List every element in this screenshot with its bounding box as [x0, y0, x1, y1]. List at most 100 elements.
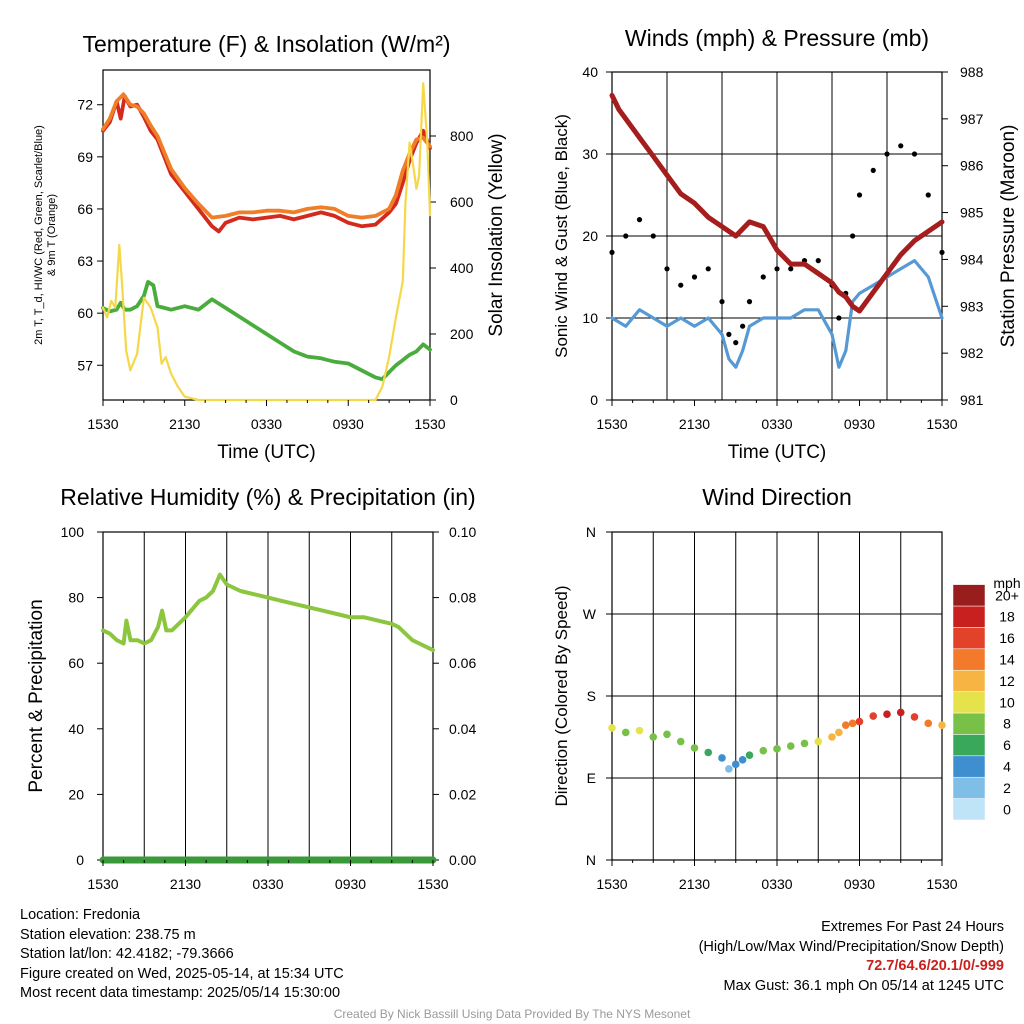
y-tick-label-left: S: [587, 688, 596, 704]
gust-point: [740, 323, 746, 329]
extremes-legend: (High/Low/Max Wind/Precipitation/Snow De…: [698, 938, 1004, 955]
y-tick-label-left: 60: [68, 655, 84, 671]
direction-point: [814, 737, 823, 746]
direction-point: [800, 739, 809, 748]
x-tick-label: 0930: [844, 416, 875, 432]
max-gust-text: Max Gust: 36.1 mph On 05/14 at 1245 UTC: [723, 977, 1004, 994]
y-tick-label-right: 0.04: [449, 721, 476, 737]
station-info: Location: Fredonia Station elevation: 23…: [20, 906, 344, 1004]
y-tick-label-left: 72: [77, 97, 93, 113]
direction-point: [745, 751, 754, 760]
colorbar-swatch: [952, 669, 986, 692]
y-tick-label-left: 57: [77, 357, 93, 373]
gust-point: [733, 340, 739, 346]
gust-point: [939, 249, 945, 255]
y-tick-label-right: 0: [450, 392, 458, 408]
y-tick-label-right: 981: [960, 392, 984, 408]
y-tick-label-left: 40: [68, 721, 84, 737]
y-tick-label-left: 0: [590, 392, 598, 408]
dewpoint-line: [101, 280, 432, 382]
direction-point: [718, 754, 726, 762]
direction-point: [828, 733, 836, 741]
direction-point: [649, 733, 658, 741]
x-tick-label: 1530: [414, 416, 445, 432]
y-tick-label-right: 200: [450, 326, 474, 342]
x-tick-label: 1530: [87, 416, 118, 432]
created-text: Figure created on Wed, 2025-05-14, at 15…: [20, 965, 344, 982]
x-tick-label: 1530: [87, 876, 118, 892]
direction-point: [855, 717, 864, 726]
y-tick-label-left: 40: [582, 64, 598, 80]
x-tick-label: 1530: [926, 416, 957, 432]
direction-point: [690, 744, 699, 752]
gust-point: [691, 274, 698, 280]
gust-point: [664, 266, 670, 272]
colorbar-swatch: [952, 734, 986, 757]
y-axis-label-left-line2: & 9m T (Orange): [46, 194, 58, 276]
plot-frame: [102, 69, 431, 401]
relative-humidity-line: [101, 572, 435, 653]
x-tick-label: 1530: [596, 416, 627, 432]
colorbar-label: 10: [999, 694, 1015, 710]
colorbar-label: 18: [999, 609, 1015, 625]
x-tick-label: 1530: [596, 876, 627, 892]
y-tick-label-right: 984: [960, 251, 984, 267]
colorbar-swatch: [952, 712, 986, 735]
y-tick-label-left: 30: [582, 146, 598, 162]
colorbar-label: 12: [999, 673, 1015, 689]
y-tick-label-left: 20: [68, 786, 84, 802]
y-tick-label-left: 100: [61, 524, 85, 540]
y-tick-label-right: 983: [960, 298, 984, 314]
colorbar-swatch: [952, 648, 986, 671]
x-tick-label: 2130: [169, 416, 200, 432]
gust-point: [623, 233, 629, 239]
gust-point: [719, 299, 725, 305]
y-tick-label-left: N: [586, 852, 596, 868]
y-axis-label-right: Station Pressure (Maroon): [998, 125, 1019, 348]
gust-point: [925, 192, 931, 198]
y-tick-label-right: 0.06: [449, 655, 476, 671]
x-tick-label: 2130: [170, 876, 201, 892]
direction-point: [938, 721, 946, 729]
y-tick-label-right: 0.00: [449, 852, 476, 868]
recent-data-text: Most recent data timestamp: 2025/05/14 1…: [20, 985, 341, 1001]
colorbar-swatch: [952, 798, 986, 821]
colorbar-label: 6: [1003, 737, 1011, 753]
y-axis-label-left-line1: 2m T, T_d, HI/WC (Red, Green, Scarlet/Bl…: [33, 125, 45, 345]
x-tick-label: 1530: [926, 876, 957, 892]
y-tick-label-left: 80: [68, 590, 84, 606]
x-tick-label: 0930: [335, 876, 366, 892]
temperature-insolation-panel: Temperature (F) & Insolation (W/m²) 57 60 6…: [33, 31, 507, 463]
y-tick-label-right: 600: [450, 194, 474, 210]
y-tick-label-left: 60: [77, 305, 93, 321]
gust-point: [815, 258, 821, 264]
x-axis-label: Time (UTC): [728, 442, 827, 463]
direction-point: [924, 719, 933, 728]
gust-point: [870, 167, 876, 173]
gust-point: [609, 249, 615, 255]
colorbar-label: 2: [1003, 780, 1011, 796]
direction-point: [883, 710, 891, 719]
x-tick-label: 0930: [844, 876, 875, 892]
direction-point: [896, 708, 905, 717]
x-tick-label: 0330: [761, 876, 792, 892]
direction-point: [910, 713, 919, 721]
y-tick-label-right: 0.02: [449, 786, 476, 802]
solar-insolation-line: [101, 82, 432, 402]
direction-point: [635, 726, 644, 735]
colorbar-swatch: [952, 627, 986, 650]
location-text: Location: Fredonia: [20, 907, 141, 923]
direction-point: [848, 719, 857, 728]
direction-point: [835, 728, 843, 737]
colorbar-title: mph: [993, 575, 1020, 591]
gust-point: [636, 217, 643, 223]
direction-point: [738, 755, 747, 764]
y-tick-label-right: 982: [960, 345, 984, 361]
speed-colorbar: mph 0 2 4 6 8 10 12 14 16 18 20+: [952, 575, 1021, 821]
gust-point: [774, 266, 780, 272]
direction-point: [621, 728, 630, 737]
colorbar-swatch: [952, 755, 986, 778]
y-tick-label-right: 800: [450, 128, 474, 144]
direction-point: [759, 746, 768, 755]
wind-direction-panel: Wind Direction N E S W N Direction (Colored By…: [552, 484, 958, 892]
